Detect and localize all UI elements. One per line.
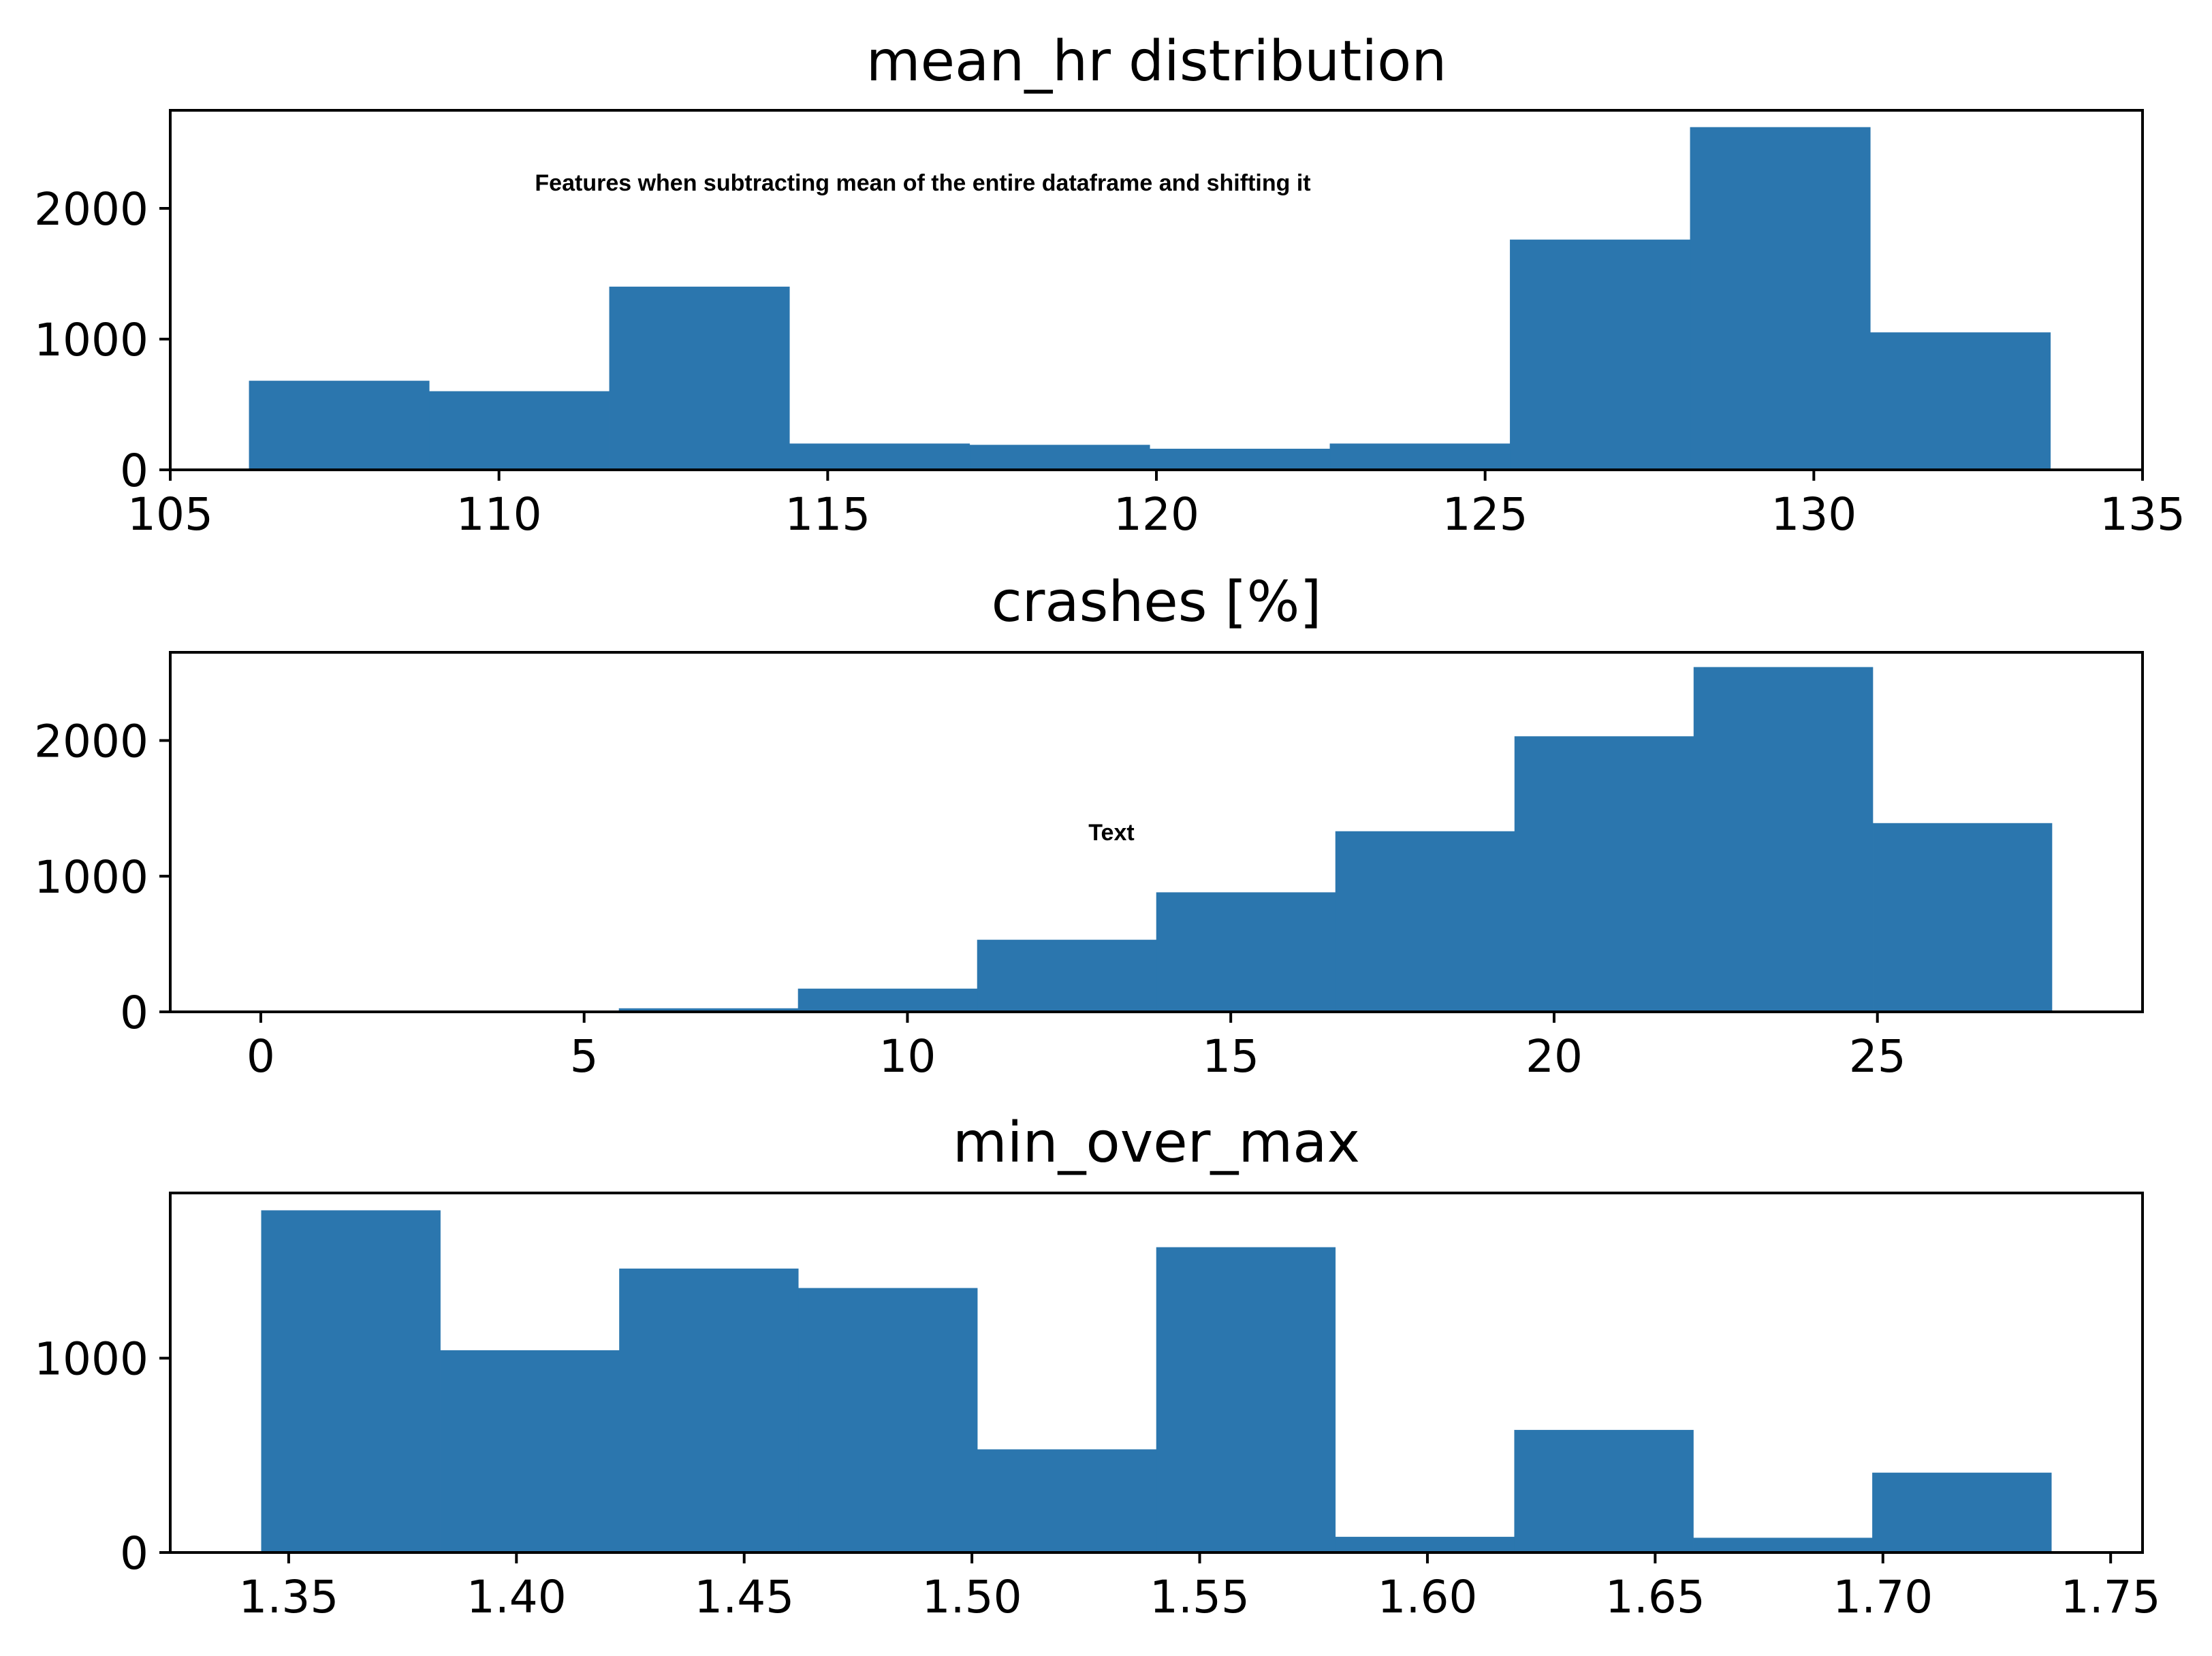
histogram-bar xyxy=(1693,1538,1873,1553)
x-tick-label: 5 xyxy=(570,1030,599,1083)
x-tick-label: 120 xyxy=(1113,488,1199,541)
x-tick-label: 1.65 xyxy=(1605,1571,1705,1623)
x-tick-label: 135 xyxy=(2100,488,2185,541)
chart-panel-3: min_over_max 1.35 1.40 1.45 1.50 1.55 1.60 1.65… xyxy=(34,1111,2161,1623)
chart-title: min_over_max xyxy=(953,1111,1360,1175)
histogram-bar xyxy=(789,443,970,471)
histogram-bar xyxy=(1156,1247,1336,1553)
x-tick-label: 10 xyxy=(879,1030,936,1083)
histogram-bar xyxy=(1329,443,1511,471)
x-tick-label: 1.35 xyxy=(238,1571,338,1623)
y-tick-label: 1000 xyxy=(34,314,148,366)
axes-frame xyxy=(169,1192,2144,1554)
x-tick-label: 1.70 xyxy=(1833,1571,1933,1623)
y-tick-label: 2000 xyxy=(34,716,148,768)
histogram-bar xyxy=(1870,332,2051,471)
axes-frame xyxy=(169,651,2144,1013)
histogram-bar xyxy=(1150,449,1331,471)
histogram-bar xyxy=(1156,892,1336,1013)
x-tick-label: 1.60 xyxy=(1377,1571,1477,1623)
y-tick-label: 1000 xyxy=(34,1333,148,1386)
chart-panel-2: crashes [%] Text 0 5 10 15 20 25 0 1000 2000 xyxy=(34,570,2144,1083)
y-tick-label: 0 xyxy=(120,445,148,497)
histogram-bar xyxy=(1514,736,1694,1013)
histogram-bar xyxy=(609,286,790,471)
histogram-bar xyxy=(1335,831,1515,1013)
x-tick-label: 115 xyxy=(785,488,870,541)
histogram-bar xyxy=(429,391,610,471)
x-tick-label: 0 xyxy=(247,1030,275,1083)
x-tick-label: 1.55 xyxy=(1150,1571,1250,1623)
chart-title: mean_hr distribution xyxy=(866,29,1447,94)
histogram-bar xyxy=(1872,823,2053,1013)
histogram-bar xyxy=(261,1210,441,1553)
x-tick-label: 130 xyxy=(1771,488,1856,541)
x-tick-label: 105 xyxy=(127,488,213,541)
histogram-bar xyxy=(1335,1536,1515,1553)
histogram-bar xyxy=(1514,1429,1694,1553)
x-tick-label: 1.45 xyxy=(694,1571,794,1623)
histogram-bar xyxy=(1510,239,1691,471)
chart-annotation: Text xyxy=(1088,820,1134,846)
histogram-bar xyxy=(249,381,430,471)
histogram-bar xyxy=(1690,127,1871,471)
histogram-bar xyxy=(619,1269,799,1553)
chart-panel-1: mean_hr distribution Features when subtra… xyxy=(34,29,2185,541)
x-tick-label: 125 xyxy=(1442,488,1528,541)
histogram-bar xyxy=(798,1288,978,1553)
y-tick-label: 0 xyxy=(120,1527,148,1580)
y-tick-label: 2000 xyxy=(34,183,148,236)
chart-title: crashes [%] xyxy=(992,570,1322,635)
x-tick-label: 1.75 xyxy=(2061,1571,2161,1623)
x-tick-label: 20 xyxy=(1526,1030,1583,1083)
histogram-bar xyxy=(1693,667,1874,1013)
y-tick-label: 1000 xyxy=(34,851,148,904)
x-tick-label: 110 xyxy=(456,488,542,541)
histogram-bar xyxy=(1872,1472,2052,1553)
x-tick-label: 1.50 xyxy=(922,1571,1022,1623)
x-tick-label: 15 xyxy=(1202,1030,1259,1083)
histogram-bar xyxy=(977,940,1157,1013)
x-tick-label: 25 xyxy=(1849,1030,1906,1083)
x-tick-label: 1.40 xyxy=(467,1571,567,1623)
histogram-bar xyxy=(797,988,978,1013)
histogram-bar xyxy=(969,445,1150,471)
y-tick-label: 0 xyxy=(120,987,148,1039)
histogram-bar xyxy=(977,1449,1157,1553)
histogram-bar xyxy=(440,1350,620,1553)
chart-annotation: Features when subtracting mean of the en… xyxy=(535,170,1310,196)
